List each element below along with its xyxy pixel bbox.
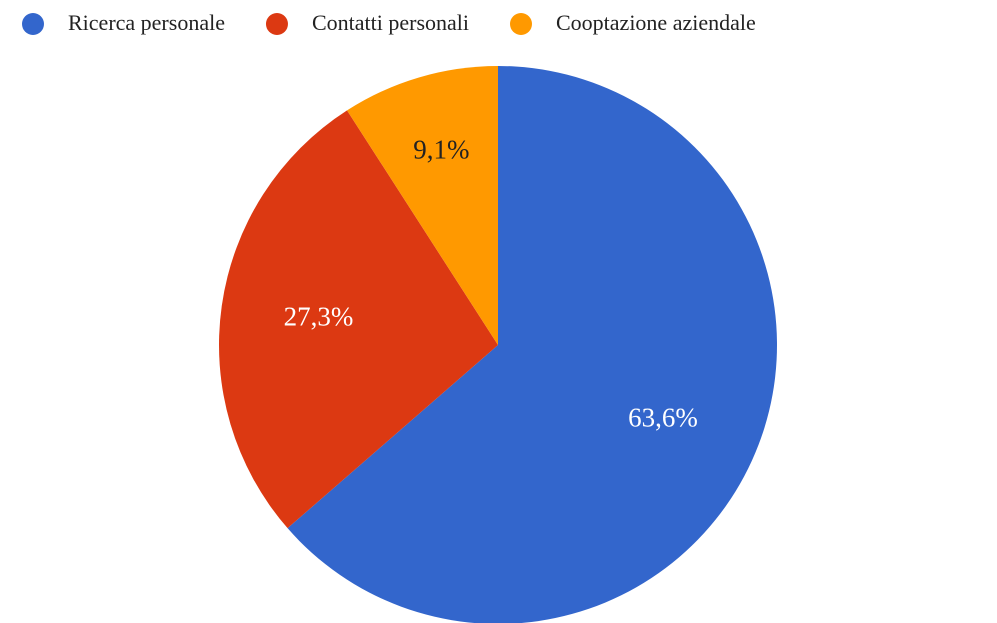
- slice-label: 27,3%: [284, 302, 354, 332]
- legend-swatch: [22, 13, 44, 35]
- slice-label: 9,1%: [413, 134, 469, 164]
- legend-swatch: [265, 13, 288, 35]
- legend-label: Cooptazione aziendale: [556, 10, 756, 35]
- pie-slice: [287, 66, 777, 623]
- pie-slice: [347, 66, 498, 345]
- pie-slice: [219, 110, 499, 529]
- legend-swatch: [510, 13, 532, 35]
- legend-label: Contatti personali: [312, 10, 469, 35]
- slice-label: 63,6%: [628, 402, 698, 432]
- legend-label: Ricerca personale: [68, 10, 225, 35]
